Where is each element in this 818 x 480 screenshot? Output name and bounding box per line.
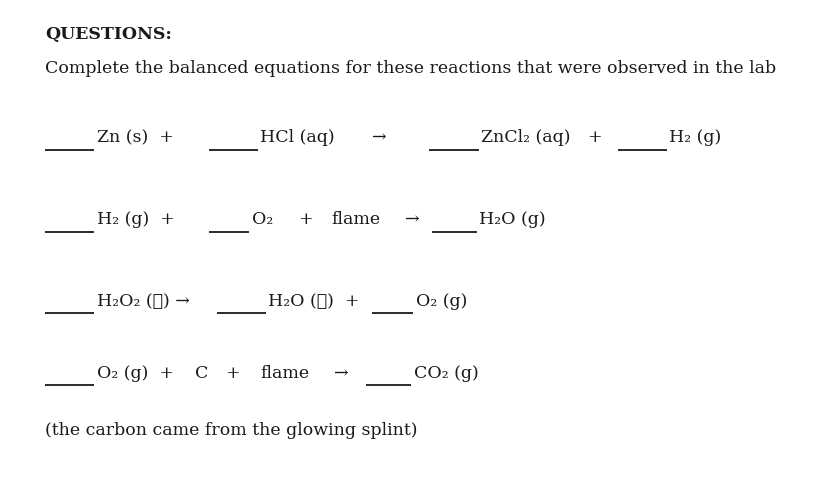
Text: H₂ (g)  +: H₂ (g) + — [97, 211, 174, 228]
Text: +: + — [225, 365, 240, 382]
Text: Zn (s)  +: Zn (s) + — [97, 130, 173, 146]
Text: +: + — [587, 130, 602, 146]
Text: H₂O (g): H₂O (g) — [479, 211, 546, 228]
Text: HCl (aq): HCl (aq) — [260, 130, 335, 146]
Text: flame: flame — [260, 365, 309, 382]
Text: H₂ (g): H₂ (g) — [669, 130, 721, 146]
Text: C: C — [195, 365, 208, 382]
Text: →: → — [372, 130, 387, 146]
Text: O₂: O₂ — [252, 211, 273, 228]
Text: →: → — [334, 365, 348, 382]
Text: Complete the balanced equations for these reactions that were observed in the la: Complete the balanced equations for thes… — [45, 60, 776, 77]
Text: CO₂ (g): CO₂ (g) — [414, 365, 479, 382]
Text: ZnCl₂ (aq): ZnCl₂ (aq) — [481, 130, 570, 146]
Text: (the carbon came from the glowing splint): (the carbon came from the glowing splint… — [45, 422, 417, 439]
Text: H₂O₂ (ℓ) →: H₂O₂ (ℓ) → — [97, 293, 189, 310]
Text: +: + — [299, 211, 313, 228]
Text: O₂ (g)  +: O₂ (g) + — [97, 365, 173, 382]
Text: H₂O (ℓ)  +: H₂O (ℓ) + — [268, 293, 360, 310]
Text: →: → — [405, 211, 420, 228]
Text: O₂ (g): O₂ (g) — [416, 293, 467, 310]
Text: flame: flame — [331, 211, 380, 228]
Text: QUESTIONS:: QUESTIONS: — [45, 26, 172, 43]
